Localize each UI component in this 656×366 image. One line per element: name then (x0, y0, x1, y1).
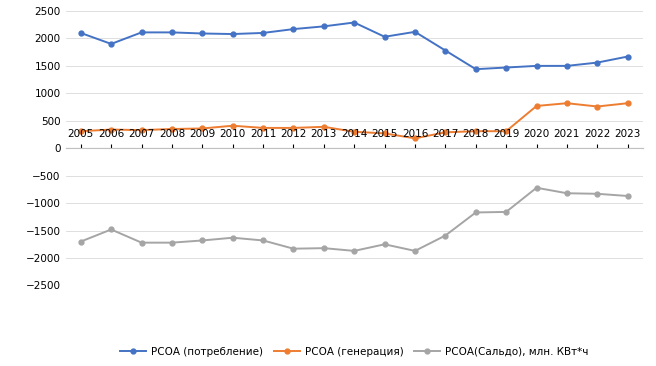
РСОА (потребление) (624, 55, 632, 59)
РСОА(Сальдо), млн. КВт*ч (350, 249, 358, 253)
РСОА (генерация) (472, 129, 480, 134)
РСОА (потребление) (472, 67, 480, 71)
Legend: РСОА (потребление), РСОА (генерация), РСОА(Сальдо), млн. КВт*ч: РСОА (потребление), РСОА (генерация), РС… (115, 343, 593, 361)
РСОА(Сальдо), млн. КВт*ч (168, 240, 176, 245)
РСОА (потребление) (594, 60, 602, 65)
РСОА(Сальдо), млн. КВт*ч (107, 227, 115, 232)
РСОА (потребление) (533, 64, 541, 68)
РСОА (генерация) (289, 126, 297, 130)
РСОА(Сальдо), млн. КВт*ч (289, 247, 297, 251)
РСОА(Сальдо), млн. КВт*ч (563, 191, 571, 195)
РСОА(Сальдо), млн. КВт*ч (380, 242, 388, 247)
РСОА (генерация) (533, 104, 541, 108)
РСОА (генерация) (411, 136, 419, 141)
РСОА(Сальдо), млн. КВт*ч (138, 240, 146, 245)
РСОА (генерация) (168, 127, 176, 131)
РСОА (генерация) (229, 124, 237, 128)
Line: РСОА (потребление): РСОА (потребление) (78, 20, 630, 72)
РСОА(Сальдо), млн. КВт*ч (533, 186, 541, 190)
РСОА(Сальдо), млн. КВт*ч (229, 236, 237, 240)
РСОА(Сальдо), млн. КВт*ч (320, 246, 328, 250)
РСОА (потребление) (411, 30, 419, 34)
РСОА (потребление) (289, 27, 297, 31)
Line: РСОА(Сальдо), млн. КВт*ч: РСОА(Сальдо), млн. КВт*ч (78, 185, 630, 253)
РСОА (потребление) (502, 66, 510, 70)
РСОА (потребление) (350, 20, 358, 25)
РСОА (генерация) (563, 101, 571, 105)
РСОА (генерация) (107, 127, 115, 132)
РСОА (потребление) (320, 24, 328, 29)
РСОА (генерация) (380, 131, 388, 136)
РСОА (потребление) (107, 42, 115, 46)
РСОА (генерация) (502, 129, 510, 134)
РСОА (генерация) (198, 126, 206, 131)
РСОА(Сальдо), млн. КВт*ч (259, 238, 267, 243)
РСОА(Сальдо), млн. КВт*ч (77, 239, 85, 244)
РСОА (потребление) (198, 31, 206, 36)
РСОА (потребление) (441, 48, 449, 53)
РСОА (генерация) (138, 128, 146, 132)
РСОА (генерация) (77, 129, 85, 134)
РСОА (потребление) (229, 32, 237, 36)
РСОА(Сальдо), млн. КВт*ч (502, 210, 510, 214)
РСОА (потребление) (168, 30, 176, 35)
РСОА(Сальдо), млн. КВт*ч (198, 238, 206, 243)
РСОА (потребление) (138, 30, 146, 35)
РСОА(Сальдо), млн. КВт*ч (411, 249, 419, 253)
РСОА (потребление) (380, 35, 388, 39)
РСОА(Сальдо), млн. КВт*ч (594, 192, 602, 196)
РСОА (потребление) (259, 31, 267, 35)
Line: РСОА (генерация): РСОА (генерация) (78, 101, 630, 141)
РСОА(Сальдо), млн. КВт*ч (472, 210, 480, 214)
РСОА(Сальдо), млн. КВт*ч (441, 234, 449, 238)
РСОА (генерация) (624, 101, 632, 105)
РСОА (генерация) (350, 130, 358, 134)
РСОА (потребление) (563, 64, 571, 68)
РСОА(Сальдо), млн. КВт*ч (624, 194, 632, 198)
РСОА (генерация) (320, 124, 328, 129)
РСОА (генерация) (441, 130, 449, 135)
РСОА (генерация) (594, 104, 602, 109)
РСОА (потребление) (77, 31, 85, 35)
РСОА (генерация) (259, 126, 267, 130)
